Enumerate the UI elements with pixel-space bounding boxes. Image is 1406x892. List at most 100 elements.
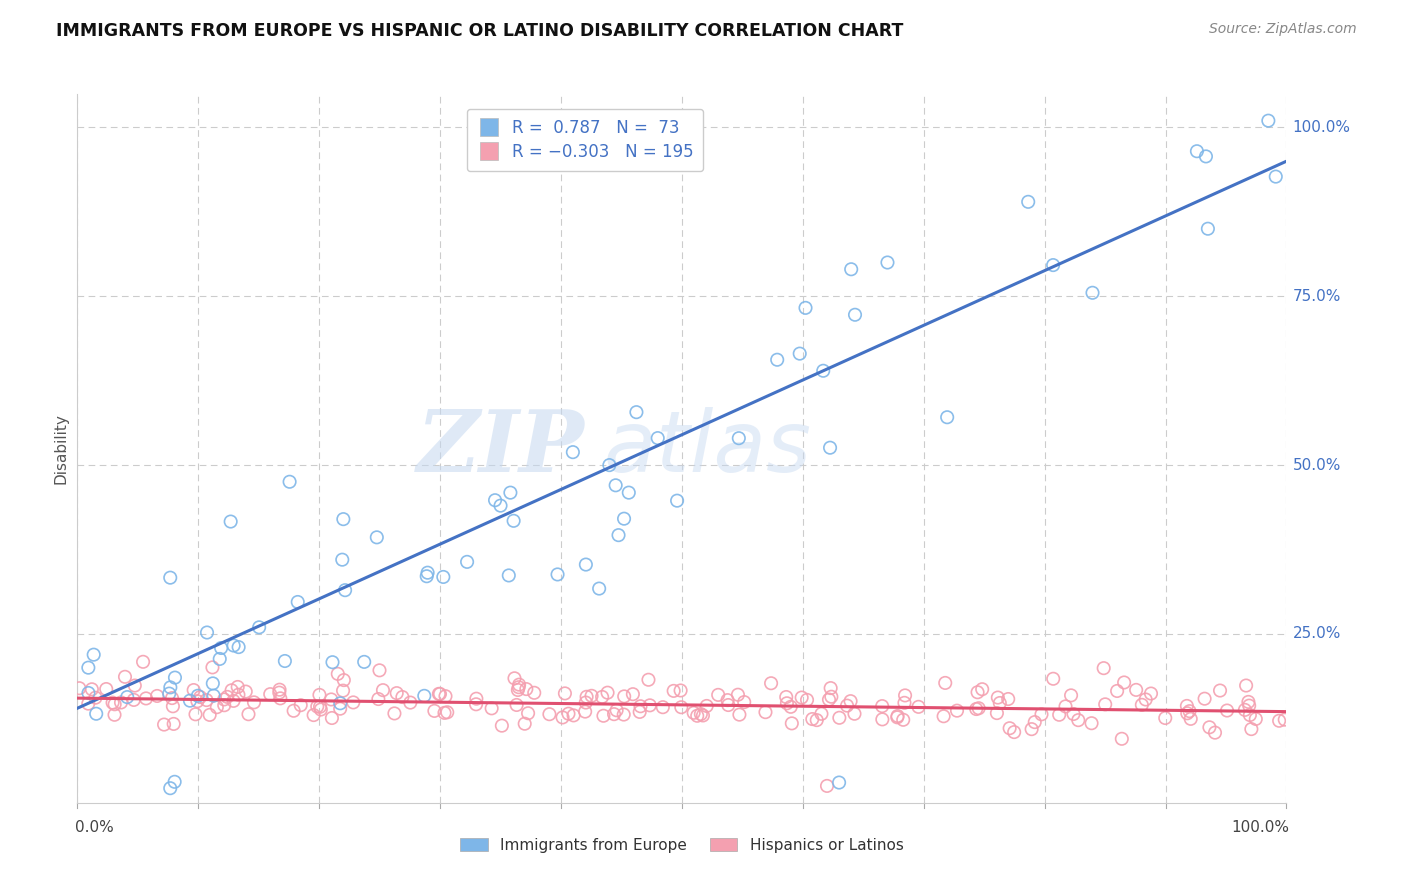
Point: [302, 708, 325, 723]
Point: [321, 711, 343, 725]
Point: [717, 698, 740, 712]
Point: [876, 255, 898, 269]
Point: [212, 692, 235, 706]
Point: [505, 698, 527, 712]
Point: [596, 686, 619, 700]
Point: [1063, 706, 1085, 721]
Point: [870, 699, 893, 714]
Point: [269, 691, 291, 706]
Point: [936, 410, 959, 425]
Point: [780, 716, 803, 731]
Point: [820, 690, 842, 704]
Point: [1195, 149, 1218, 163]
Point: [1198, 720, 1220, 734]
Point: [707, 688, 730, 702]
Point: [228, 688, 250, 702]
Point: [613, 511, 636, 525]
Point: [891, 713, 914, 727]
Point: [965, 702, 987, 716]
Point: [201, 660, 224, 674]
Point: [103, 707, 125, 722]
Point: [80, 682, 103, 697]
Point: [818, 692, 841, 706]
Point: [222, 639, 245, 653]
Point: [222, 694, 245, 708]
Point: [465, 698, 488, 712]
Point: [794, 301, 817, 315]
Point: [101, 696, 124, 710]
Point: [332, 683, 354, 698]
Point: [588, 582, 610, 596]
Point: [801, 712, 824, 726]
Point: [329, 696, 352, 710]
Point: [1031, 707, 1053, 722]
Point: [1244, 712, 1267, 726]
Point: [1060, 689, 1083, 703]
Point: [429, 687, 451, 701]
Point: [269, 685, 291, 699]
Point: [384, 706, 406, 721]
Point: [1274, 713, 1296, 727]
Point: [184, 707, 207, 722]
Point: [503, 671, 526, 685]
Point: [515, 682, 537, 697]
Point: [1178, 704, 1201, 718]
Point: [456, 555, 478, 569]
Point: [972, 682, 994, 697]
Point: [333, 583, 356, 598]
Point: [1125, 682, 1147, 697]
Point: [815, 779, 838, 793]
Point: [818, 441, 841, 455]
Point: [1114, 675, 1136, 690]
Point: [1216, 704, 1239, 718]
Point: [603, 707, 626, 722]
Point: [806, 713, 828, 727]
Point: [465, 691, 488, 706]
Point: [332, 512, 354, 526]
Point: [1239, 708, 1261, 723]
Point: [835, 698, 858, 713]
Point: [613, 707, 636, 722]
Point: [96, 681, 118, 696]
Point: [202, 689, 225, 703]
Point: [1021, 722, 1043, 736]
Point: [581, 689, 603, 703]
Point: [562, 708, 585, 723]
Point: [607, 528, 630, 542]
Point: [988, 696, 1011, 710]
Point: [1237, 698, 1260, 713]
Point: [1194, 691, 1216, 706]
Point: [628, 705, 651, 719]
Point: [146, 689, 169, 703]
Point: [1175, 698, 1198, 713]
Point: [796, 693, 818, 707]
Point: [987, 690, 1010, 705]
Point: [1054, 699, 1077, 714]
Point: [84, 706, 107, 721]
Point: [820, 681, 842, 695]
Point: [621, 687, 644, 701]
Point: [946, 704, 969, 718]
Point: [287, 595, 309, 609]
Point: [115, 690, 138, 704]
Point: [309, 699, 332, 714]
Point: [1268, 714, 1291, 728]
Point: [235, 684, 257, 698]
Point: [208, 652, 231, 666]
Point: [416, 566, 439, 580]
Text: 50.0%: 50.0%: [1292, 458, 1341, 473]
Point: [122, 693, 145, 707]
Point: [367, 692, 389, 706]
Point: [1111, 731, 1133, 746]
Point: [368, 663, 391, 677]
Point: [201, 676, 224, 690]
Point: [716, 693, 738, 707]
Point: [205, 700, 228, 714]
Point: [575, 558, 598, 572]
Point: [813, 364, 835, 378]
Point: [217, 690, 239, 704]
Point: [844, 308, 866, 322]
Point: [1237, 695, 1260, 709]
Point: [630, 699, 652, 714]
Point: [508, 678, 530, 692]
